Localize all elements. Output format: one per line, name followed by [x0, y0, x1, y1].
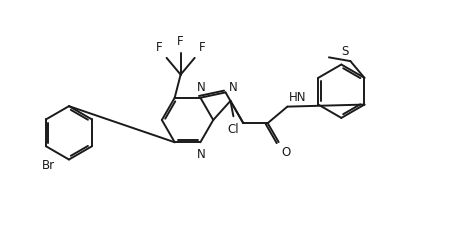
Text: HN: HN — [289, 91, 307, 104]
Text: Cl: Cl — [227, 123, 239, 136]
Text: N: N — [197, 148, 206, 161]
Text: S: S — [341, 45, 349, 58]
Text: N: N — [197, 81, 206, 94]
Text: N: N — [228, 81, 237, 94]
Text: F: F — [156, 41, 163, 54]
Text: O: O — [282, 146, 291, 159]
Text: F: F — [177, 35, 184, 48]
Text: Br: Br — [42, 159, 55, 172]
Text: F: F — [198, 41, 205, 54]
